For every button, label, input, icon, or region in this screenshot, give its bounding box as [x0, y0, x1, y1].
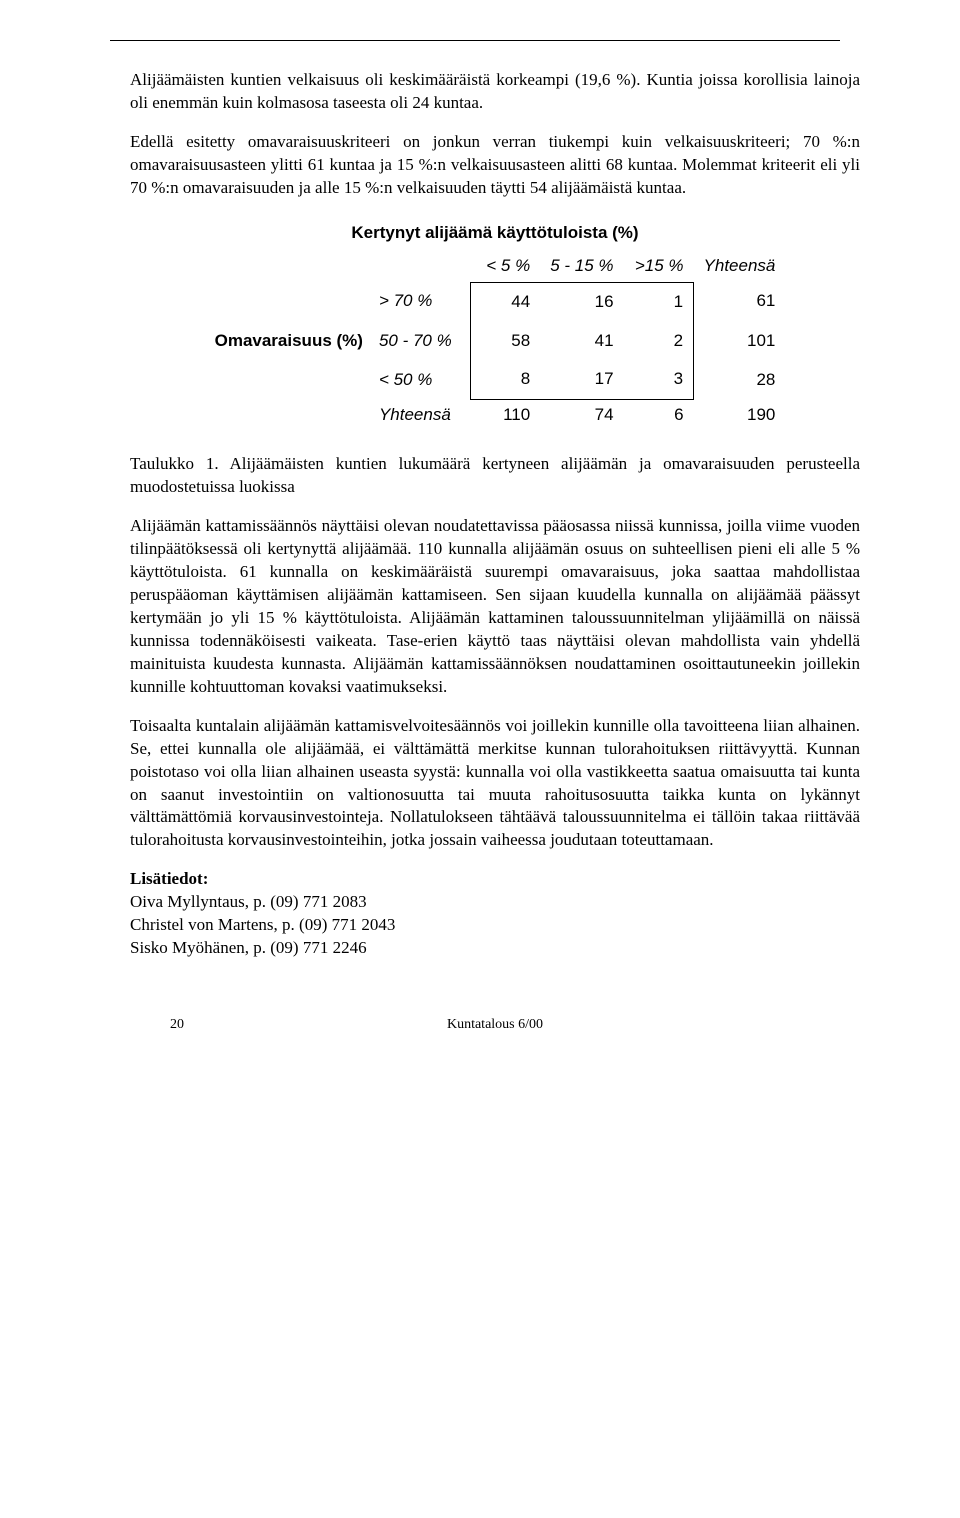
row-prefix-spacer [205, 400, 369, 431]
row-prefix-label: Omavaraisuus (%) [205, 322, 369, 361]
cell: 61 [694, 282, 786, 321]
cell: 16 [540, 282, 623, 321]
cell: 2 [624, 322, 694, 361]
table-caption: Taulukko 1. Alijäämäisten kuntien lukumä… [130, 453, 860, 499]
footer: 20 Kuntatalous 6/00 [130, 1016, 860, 1035]
cell: 74 [540, 400, 623, 431]
cell: 58 [470, 322, 540, 361]
cell: 190 [694, 400, 786, 431]
cell: 6 [624, 400, 694, 431]
row-label-2: < 50 % [369, 360, 470, 399]
paragraph-4: Toisaalta kuntalain alijäämän kattamisve… [130, 715, 860, 853]
contact-line: Sisko Myöhänen, p. (09) 771 2246 [130, 937, 860, 960]
table-row: Omavaraisuus (%) 50 - 70 % 58 41 2 101 [205, 322, 786, 361]
row-label-3: Yhteensä [369, 400, 470, 431]
cell: 1 [624, 282, 694, 321]
col-head-2: >15 % [624, 251, 694, 282]
header-spacer-1 [205, 251, 369, 282]
contact-line: Christel von Martens, p. (09) 771 2043 [130, 914, 860, 937]
cell: 44 [470, 282, 540, 321]
table-container: < 5 % 5 - 15 % >15 % Yhteensä > 70 % 44 … [130, 251, 860, 432]
contact-line: Oiva Myllyntaus, p. (09) 771 2083 [130, 891, 860, 914]
cell: 41 [540, 322, 623, 361]
header-spacer-2 [369, 251, 470, 282]
row-prefix-spacer [205, 282, 369, 321]
cell: 17 [540, 360, 623, 399]
page-number: 20 [170, 1016, 184, 1035]
paragraph-2: Edellä esitetty omavaraisuuskriteeri on … [130, 131, 860, 200]
cell: 101 [694, 322, 786, 361]
row-prefix-spacer [205, 360, 369, 399]
row-label-1: 50 - 70 % [369, 322, 470, 361]
cell: 3 [624, 360, 694, 399]
col-head-1: 5 - 15 % [540, 251, 623, 282]
table-header-row: < 5 % 5 - 15 % >15 % Yhteensä [205, 251, 786, 282]
table-row: > 70 % 44 16 1 61 [205, 282, 786, 321]
footer-doc-id: Kuntatalous 6/00 [130, 1016, 860, 1035]
table-row: Yhteensä 110 74 6 190 [205, 400, 786, 431]
paragraph-3: Alijäämän kattamissäännös näyttäisi olev… [130, 515, 860, 699]
row-label-0: > 70 % [369, 282, 470, 321]
top-rule [110, 40, 840, 41]
cell: 8 [470, 360, 540, 399]
cell: 110 [470, 400, 540, 431]
col-head-0: < 5 % [470, 251, 540, 282]
table-title: Kertynyt alijäämä käyttötuloista (%) [130, 222, 860, 245]
data-table: < 5 % 5 - 15 % >15 % Yhteensä > 70 % 44 … [205, 251, 786, 432]
more-info-title: Lisätiedot: [130, 868, 860, 891]
paragraph-1: Alijäämäisten kuntien velkaisuus oli kes… [130, 69, 860, 115]
table-row: < 50 % 8 17 3 28 [205, 360, 786, 399]
cell: 28 [694, 360, 786, 399]
col-head-3: Yhteensä [694, 251, 786, 282]
